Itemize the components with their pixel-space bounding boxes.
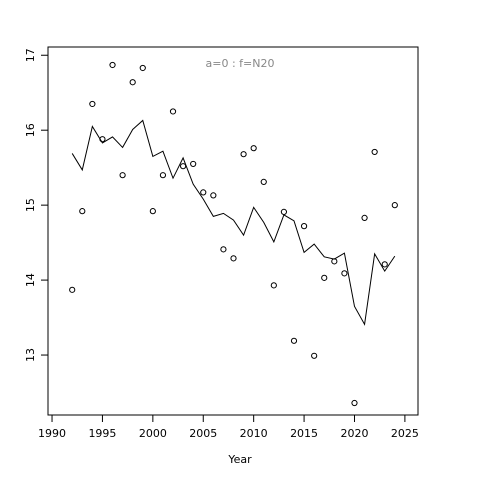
plot-box	[47, 46, 419, 416]
data-point	[270, 282, 277, 289]
line-series	[71, 119, 396, 326]
data-point	[250, 145, 257, 152]
data-point	[341, 270, 348, 277]
x-tick-label: 1995	[88, 427, 116, 440]
data-point	[179, 163, 187, 170]
data-point	[200, 189, 207, 196]
data-point	[69, 286, 76, 293]
x-tick-label: 2000	[139, 427, 167, 440]
data-point	[149, 208, 156, 215]
data-point	[169, 108, 177, 115]
data-point	[89, 100, 96, 108]
x-tick-label: 2010	[240, 427, 268, 440]
data-point	[240, 151, 247, 158]
data-point	[371, 148, 378, 156]
annotation: a=0 : f=N20	[206, 57, 275, 70]
data-point	[381, 261, 388, 268]
x-axis-label: Year	[227, 453, 252, 466]
data-point	[190, 160, 197, 168]
data-point	[159, 172, 167, 179]
data-point	[280, 208, 288, 215]
data-point	[79, 208, 86, 215]
data-point	[311, 352, 318, 359]
data-point	[210, 192, 217, 199]
y-tick-label: 17	[24, 48, 37, 62]
y-tick-label: 14	[24, 273, 37, 287]
x-tick-label: 2015	[290, 427, 318, 440]
x-tick-label: 1990	[38, 427, 66, 440]
y-tick-label: 16	[24, 123, 37, 137]
x-tick-label: 2020	[340, 427, 368, 440]
data-point	[230, 255, 237, 262]
y-tick-label: 13	[24, 348, 37, 362]
data-point	[119, 172, 126, 179]
data-point	[351, 399, 358, 407]
data-point	[321, 274, 328, 281]
data-point	[391, 202, 398, 209]
data-point	[300, 223, 308, 230]
data-point	[109, 61, 116, 69]
x-tick-label: 2005	[189, 427, 217, 440]
data-point	[129, 79, 136, 86]
data-point	[220, 246, 227, 253]
y-tick-label: 15	[24, 198, 37, 212]
data-point	[361, 214, 368, 221]
data-point	[139, 64, 146, 72]
data-point	[260, 178, 267, 186]
x-tick-label: 2025	[391, 427, 419, 440]
data-point	[290, 337, 298, 344]
